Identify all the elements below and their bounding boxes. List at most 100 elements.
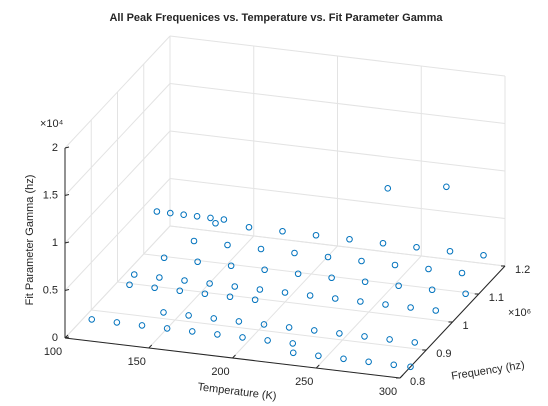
grid-line [169,130,506,172]
grid-line [143,253,479,295]
data-point [256,286,264,293]
data-point [407,363,414,371]
data-point [324,253,332,261]
x-tick-label: 300 [379,386,397,398]
z-exponent: ×10⁴ [40,118,64,130]
data-point [214,331,221,338]
data-point [138,322,146,329]
data-point [328,274,335,282]
data-point [379,239,387,247]
y-tick-label: 1 [463,320,469,332]
data-point [294,270,302,278]
tick-mark [64,194,70,196]
z-tick-label: 1 [52,237,58,249]
grid-line [64,178,171,291]
data-point [432,307,440,314]
tick-mark [232,354,236,359]
x-tick-label: 250 [295,376,313,388]
data-point [226,293,234,301]
tick-mark [64,241,70,244]
y-exponent: ×10⁶ [508,307,531,319]
data-point [261,266,268,274]
chart-title: All Peak Frequenices vs. Temperature vs.… [109,12,443,24]
x-axis-label: Temperature (K) [197,381,277,403]
data-point [185,312,192,319]
data-point [386,336,393,343]
data-point [156,274,163,281]
data-point [160,309,167,316]
data-point [251,296,259,304]
data-point [315,352,322,360]
data-point [312,231,320,239]
grid-line [64,130,171,244]
data-point [260,321,268,328]
data-point [285,324,293,331]
data-point [443,183,450,191]
z-axis-label: Fit Parameter Gamma (hz) [24,175,36,306]
data-point [365,358,372,366]
data-point [382,301,389,308]
grid-line [169,35,506,77]
grid-line [91,309,427,351]
data-point [361,278,369,286]
x-tick-label: 200 [211,366,229,378]
data-point [289,340,297,347]
data-point [281,289,289,296]
data-point [306,292,314,299]
data-point [411,339,419,346]
tick-mark [64,289,70,291]
y-axis-label: Frequency (hz) [451,359,526,382]
data-point [181,277,188,284]
data-point [231,283,239,290]
data-point [291,249,298,257]
data-point [391,261,399,269]
z-tick-label: 2 [52,142,58,154]
data-point [239,334,246,341]
data-point [220,216,228,223]
z-tick-label: 1.5 [43,189,58,201]
data-point [153,208,161,215]
data-point [163,325,171,332]
data-point [151,284,158,292]
data-point [357,298,364,305]
grid-line [117,281,453,323]
z-tick-label: 0 [52,332,58,344]
data-point [130,271,138,278]
data-point [194,258,201,266]
data-point [390,361,398,369]
data-point [358,257,365,265]
data-point [425,265,432,273]
data-point [245,223,253,231]
data-point [88,316,96,323]
data-point [235,318,243,325]
data-point [227,262,235,270]
data-point [384,185,392,192]
data-point [212,219,219,227]
data-point [331,295,339,302]
data-point [289,349,297,357]
data-point [346,235,353,243]
data-point [190,237,198,245]
data-point [176,287,184,295]
data-point [428,286,436,294]
data-point [395,282,402,290]
tick-mark [64,146,70,149]
data-point [413,243,420,251]
data-point [446,247,454,255]
data-point [407,304,414,311]
data-point [361,333,368,340]
data-point [458,269,466,277]
data-point [310,327,318,334]
data-point [193,213,201,220]
data-point [279,227,286,235]
data-point [180,211,187,218]
grid-line [64,225,171,339]
tick-mark [315,364,320,369]
data-point [126,281,133,289]
y-tick-label: 1.2 [515,264,530,276]
data-point [210,315,218,322]
x-tick-label: 100 [44,346,62,358]
data-point [113,319,121,326]
data-point [201,290,209,298]
